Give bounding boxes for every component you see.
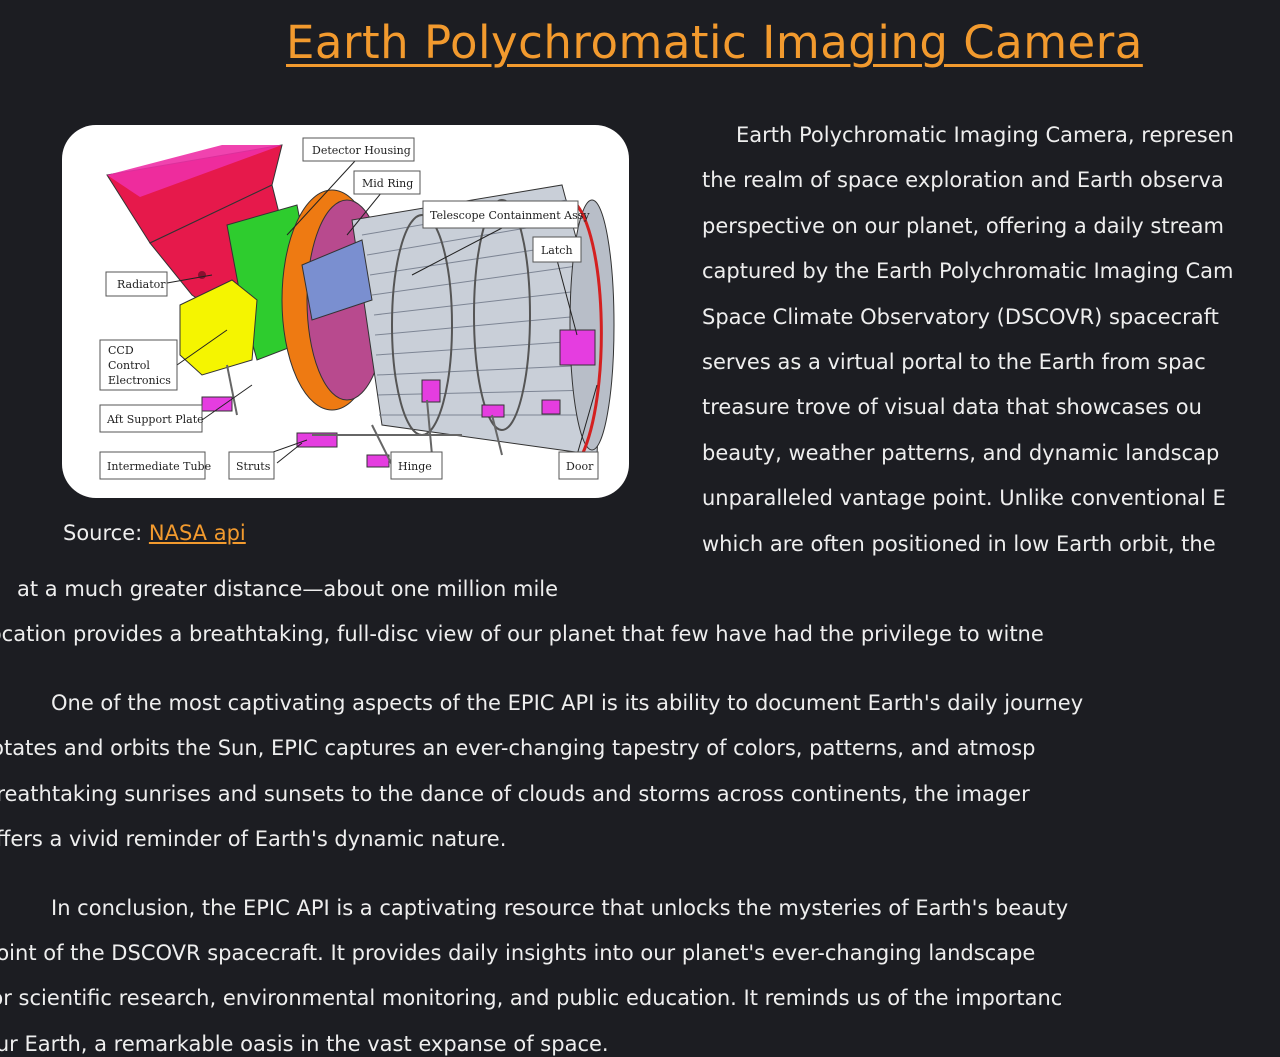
paragraph-intro-line: unparalleled vantage point. Unlike conve… [702,486,1226,511]
diagram-label-detector-housing: Detector Housing [312,144,411,157]
diagram-label-radiator: Radiator [117,278,166,291]
diagram-label-ccd-line1: CCD [108,344,134,357]
article-content: Detector Housing Mid Ring Telescope Cont… [0,113,1280,1057]
paragraph-intro-line: treasure trove of visual data that showc… [702,395,1202,420]
epic-instrument-diagram: Detector Housing Mid Ring Telescope Cont… [62,125,629,498]
paragraph-daily-journey-line: breathtaking sunrises and sunsets to the… [0,781,1030,806]
paragraph-daily-journey-line: One of the most captivating aspects of t… [51,690,1084,715]
paragraph-conclusion-line: for scientific research, environmental m… [0,986,1063,1011]
paragraph-intro: Earth Polychromatic Imaging Camera, repr… [0,113,1280,658]
paragraph-intro-line: Space Climate Observatory (DSCOVR) space… [702,304,1219,329]
diagram-label-ccd-line3: Electronics [108,374,171,387]
paragraph-intro-line: the realm of space exploration and Earth… [702,168,1224,193]
paragraph-intro-line: perspective on our planet, offering a da… [702,213,1224,238]
paragraph-conclusion-line: point of the DSCOVR spacecraft. It provi… [0,940,1036,965]
figure: Detector Housing Mid Ring Telescope Cont… [62,125,674,548]
paragraph-intro-line: which are often positioned in low Earth … [702,531,1216,556]
paragraph-intro-line: beauty, weather patterns, and dynamic la… [702,440,1220,465]
page-title: Earth Polychromatic Imaging Camera [286,16,1143,69]
diagram-label-telescope-containment: Telescope Containment Assy [430,209,590,222]
diagram-label-mid-ring: Mid Ring [362,177,413,190]
diagram-label-aft-support-plate: Aft Support Plate [106,413,204,426]
nasa-api-link[interactable]: NASA api [148,521,246,545]
diagram-label-hinge: Hinge [398,460,432,473]
image-source: Source: NASA api [63,518,674,548]
diagram-label-struts: Struts [236,460,271,473]
paragraph-intro-line: at a much greater distance—about one mil… [17,577,559,602]
diagram-label-ccd-line2: Control [108,359,150,372]
epic-diagram-svg: Detector Housing Mid Ring Telescope Cont… [99,137,615,480]
diagram-label-intermediate-tube: Intermediate Tube [107,460,211,473]
paragraph-conclusion-line: our Earth, a remarkable oasis in the vas… [0,1031,609,1056]
diagram-label-latch: Latch [541,244,573,257]
paragraph-intro-line: captured by the Earth Polychromatic Imag… [702,259,1234,284]
source-prefix: Source: [63,521,149,545]
paragraph-daily-journey-line: offers a vivid reminder of Earth's dynam… [0,827,507,852]
paragraph-intro-line: Earth Polychromatic Imaging Camera, repr… [736,123,1234,147]
diagram-label-door: Door [566,460,594,473]
paragraph-conclusion: In conclusion, the EPIC API is a captiva… [0,886,1280,1057]
paragraph-daily-journey-line: rotates and orbits the Sun, EPIC capture… [0,736,1036,761]
paragraph-intro-line: location provides a breathtaking, full-d… [0,622,1044,647]
paragraph-conclusion-line: In conclusion, the EPIC API is a captiva… [51,895,1069,920]
paragraph-intro-line: serves as a virtual portal to the Earth … [702,350,1206,375]
paragraph-daily-journey: One of the most captivating aspects of t… [0,681,1280,863]
